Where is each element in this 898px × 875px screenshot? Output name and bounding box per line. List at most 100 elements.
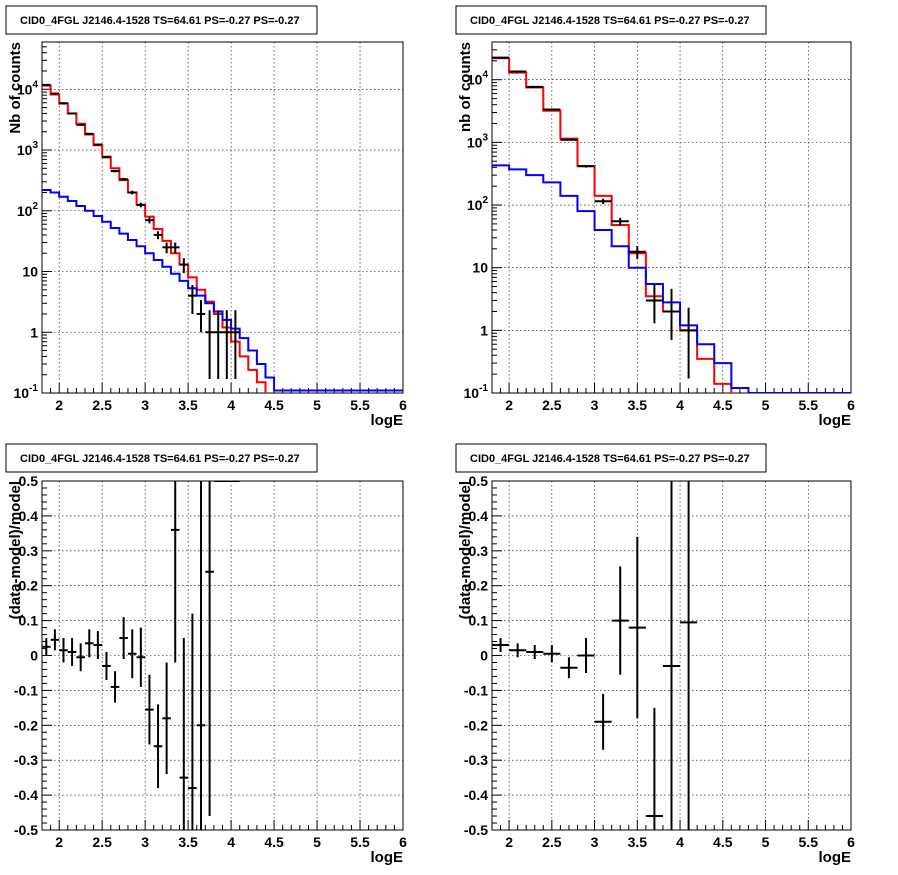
x-tick-label: 2.5 xyxy=(542,834,562,850)
x-tick-label: 3.5 xyxy=(628,397,648,413)
y-tick-label: 0 xyxy=(480,648,488,664)
data-point xyxy=(162,242,171,254)
data-point xyxy=(76,123,85,126)
x-tick-label: 3 xyxy=(591,397,599,413)
plot-frame xyxy=(41,41,404,394)
x-tick-label: 2.5 xyxy=(92,834,112,850)
x-axis-label: logE xyxy=(819,849,852,866)
data-point xyxy=(662,288,681,341)
chart-title: CID0_4FGL J2146.4-1528 TS=64.61 PS=-0.27… xyxy=(20,15,300,27)
data-point xyxy=(205,481,214,817)
data-point xyxy=(102,156,111,159)
y-axis-label: (data-model)/model xyxy=(7,481,24,619)
data-point xyxy=(119,617,128,659)
x-tick-label: 2 xyxy=(55,397,63,413)
title-box xyxy=(5,443,318,473)
x-tick-label: 3 xyxy=(141,397,149,413)
data-point xyxy=(67,638,77,666)
y-axis-label: nb of counts xyxy=(457,42,474,132)
y-tick-label: 0.4 xyxy=(19,508,39,524)
data-point xyxy=(110,671,120,703)
data-point xyxy=(153,231,163,240)
y-tick-label: 103 xyxy=(17,140,39,158)
ticks xyxy=(491,41,852,394)
x-tick-label: 6 xyxy=(399,834,407,850)
x-tick-label: 3 xyxy=(591,834,599,850)
x-tick-label: 5 xyxy=(313,397,321,413)
title-box xyxy=(455,5,767,35)
data-point xyxy=(136,202,146,208)
y-tick-label: 0.5 xyxy=(19,473,39,489)
histogram-series-1 xyxy=(42,84,267,393)
x-tick-label: 6 xyxy=(847,397,855,413)
y-tick-label: 102 xyxy=(467,195,489,213)
x-axis-label: logE xyxy=(371,849,404,866)
data-area xyxy=(42,481,240,830)
data-point xyxy=(645,707,663,830)
y-tick-label: 0.4 xyxy=(469,508,489,524)
data-point xyxy=(42,638,51,656)
chart-panel-4: CID0_4FGL J2146.4-1528 TS=64.61 PS=-0.27… xyxy=(455,443,855,866)
y-tick-label: 103 xyxy=(467,132,489,150)
data-point xyxy=(594,198,612,204)
data-point xyxy=(170,481,180,663)
data-point xyxy=(102,652,111,680)
chart-title: CID0_4FGL J2146.4-1528 TS=64.61 PS=-0.27… xyxy=(20,453,300,465)
data-point xyxy=(50,629,60,651)
data-point xyxy=(492,638,510,653)
y-tick-label: -0.3 xyxy=(464,752,488,768)
grid xyxy=(492,42,852,394)
x-tick-label: 2.5 xyxy=(542,397,562,413)
x-tick-label: 2 xyxy=(505,834,513,850)
data-point xyxy=(526,85,544,88)
y-tick-label: 0.3 xyxy=(19,543,39,559)
y-tick-label: 0.1 xyxy=(469,613,489,629)
x-axis-label: logE xyxy=(819,412,852,429)
y-tick-label: 0.1 xyxy=(19,613,39,629)
y-tick-label: -0.3 xyxy=(14,752,38,768)
y-tick-label: 0.2 xyxy=(19,578,39,594)
data-point xyxy=(50,92,60,95)
data-point xyxy=(196,481,206,830)
y-tick-label: -0.1 xyxy=(14,682,38,698)
title-box xyxy=(5,5,318,35)
data-point xyxy=(611,566,629,675)
data-point xyxy=(196,299,206,333)
y-tick-label: 1 xyxy=(480,322,488,338)
data-point xyxy=(84,629,94,658)
data-point xyxy=(628,245,646,259)
data-point xyxy=(179,258,189,274)
chart-title: CID0_4FGL J2146.4-1528 TS=64.61 PS=-0.27… xyxy=(470,15,750,27)
data-point xyxy=(179,638,189,830)
data-point xyxy=(59,102,68,105)
data-point xyxy=(188,284,197,314)
x-tick-label: 5 xyxy=(313,834,321,850)
data-point xyxy=(611,217,629,226)
data-point xyxy=(662,481,681,830)
x-tick-label: 5.5 xyxy=(350,834,370,850)
chart-panel-1: CID0_4FGL J2146.4-1528 TS=64.61 PS=-0.27… xyxy=(5,5,407,429)
y-tick-label: 1 xyxy=(30,324,38,340)
y-tick-label: 0.3 xyxy=(469,543,489,559)
data-point xyxy=(59,638,68,663)
y-tick-label: -0.4 xyxy=(464,787,488,803)
x-tick-label: 5 xyxy=(762,834,770,850)
x-tick-label: 4.5 xyxy=(264,834,284,850)
grid xyxy=(42,42,404,394)
x-tick-label: 2 xyxy=(505,397,513,413)
y-tick-label: -0.1 xyxy=(464,682,488,698)
y-axis-label: Nb of counts xyxy=(7,42,24,134)
y-tick-label: 10 xyxy=(472,260,488,276)
y-tick-label: 0.2 xyxy=(469,578,489,594)
x-tick-label: 5 xyxy=(762,397,770,413)
x-tick-label: 2 xyxy=(55,834,63,850)
y-tick-label: 0 xyxy=(30,648,38,664)
data-point xyxy=(110,169,120,173)
y-tick-label: -0.5 xyxy=(464,822,488,838)
data-point xyxy=(543,108,561,111)
data-point xyxy=(594,693,612,750)
x-tick-label: 4.5 xyxy=(713,397,733,413)
data-point xyxy=(67,112,77,115)
data-point xyxy=(119,177,128,181)
